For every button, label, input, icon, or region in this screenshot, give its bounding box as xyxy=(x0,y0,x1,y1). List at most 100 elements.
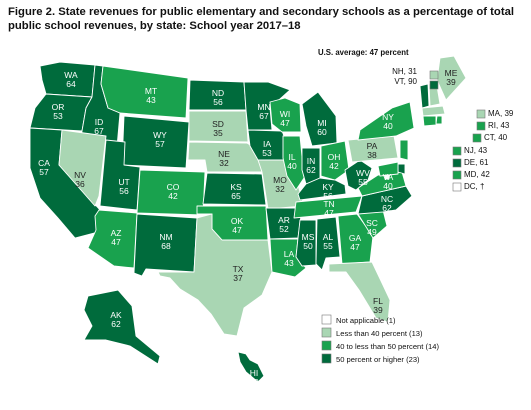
state-code-nv: NV xyxy=(74,170,86,180)
state-code-me: ME xyxy=(445,68,458,78)
legend-swatch-na xyxy=(321,314,332,325)
state-code-id: ID xyxy=(95,117,104,127)
state-value-ut: 56 xyxy=(119,186,129,196)
state-mt xyxy=(100,65,189,119)
state-value-nc: 62 xyxy=(382,203,392,213)
callout-swatch-ri xyxy=(476,121,486,131)
map-legend: Not applicable (1) Less than 40 percent (… xyxy=(321,314,439,364)
state-ut xyxy=(99,139,141,211)
state-code-ia: IA xyxy=(263,139,271,149)
figure-title: Figure 2. State revenues for public elem… xyxy=(8,6,515,32)
state-value-ok: 47 xyxy=(232,225,242,235)
state-de xyxy=(397,163,406,175)
state-code-ok: OK xyxy=(231,216,244,226)
callout-swatch-md xyxy=(452,170,462,180)
state-al xyxy=(315,216,341,271)
state-code-ks: KS xyxy=(230,182,242,192)
state-mn xyxy=(243,81,291,131)
state-value-ak: 62 xyxy=(111,319,121,329)
state-value-tx: 37 xyxy=(233,273,243,283)
callout-swatch-de xyxy=(452,158,462,168)
state-code-wa: WA xyxy=(64,70,78,80)
state-code-hi: HI xyxy=(250,368,259,378)
state-value-nd: 56 xyxy=(213,97,223,107)
state-value-ca: 57 xyxy=(39,167,49,177)
state-ms xyxy=(295,219,317,267)
state-ky xyxy=(297,177,347,201)
state-value-wi: 47 xyxy=(280,118,290,128)
state-value-co: 42 xyxy=(168,191,178,201)
state-code-or: OR xyxy=(52,102,65,112)
state-vt xyxy=(419,83,430,109)
callout-label-ri: RI, 43 xyxy=(488,121,510,130)
state-value-oh: 42 xyxy=(329,161,339,171)
state-value-la: 43 xyxy=(284,258,294,268)
state-value-mo: 32 xyxy=(275,184,285,194)
state-code-wi: WI xyxy=(280,109,290,119)
state-code-nc: NC xyxy=(381,194,393,204)
state-value-ny: 40 xyxy=(383,121,393,131)
state-code-oh: OH xyxy=(328,152,341,162)
state-code-wy: WY xyxy=(153,130,167,140)
state-sd xyxy=(188,110,249,143)
legend-swatch-low xyxy=(321,327,332,338)
state-value-nv: 36 xyxy=(75,179,85,189)
state-value-al: 55 xyxy=(323,241,333,251)
state-value-ms: 50 xyxy=(303,241,313,251)
state-value-tn: 47 xyxy=(324,208,334,218)
state-value-ky: 56 xyxy=(323,191,333,201)
state-tx xyxy=(157,213,273,337)
state-code-ne: NE xyxy=(218,149,230,159)
state-code-nm: NM xyxy=(159,232,172,242)
state-code-ca: CA xyxy=(38,158,50,168)
state-value-ia: 53 xyxy=(262,148,272,158)
state-value-hi: 90 xyxy=(249,377,259,387)
state-code-il: IL xyxy=(288,152,295,162)
state-code-la: LA xyxy=(284,249,295,259)
state-value-il: 40 xyxy=(287,161,297,171)
state-value-ga: 47 xyxy=(350,242,360,252)
state-wi xyxy=(269,97,302,133)
callout-label-nj: NJ, 43 xyxy=(464,146,488,155)
state-code-mo: MO xyxy=(273,175,287,185)
us-average-label: U.S. average: 47 percent xyxy=(318,48,409,57)
state-hi xyxy=(237,351,265,383)
state-ak xyxy=(83,289,161,365)
callout-swatch-nh xyxy=(429,70,439,80)
state-value-ks: 65 xyxy=(231,191,241,201)
callout-label-vt: VT, 90 xyxy=(394,77,417,86)
callout-label-md: MD, 42 xyxy=(464,170,490,179)
state-value-id: 67 xyxy=(94,126,104,136)
state-code-mn: MN xyxy=(257,102,270,112)
state-code-ga: GA xyxy=(349,233,362,243)
callout-label-nh: NH, 31 xyxy=(392,67,417,76)
state-value-va: 40 xyxy=(383,181,393,191)
state-code-sc: SC xyxy=(366,218,378,228)
state-value-fl: 39 xyxy=(373,305,383,315)
callout-label-dc: DC, † xyxy=(464,182,484,191)
state-co xyxy=(136,169,206,216)
state-ri xyxy=(435,115,443,125)
state-value-wv: 55 xyxy=(358,177,368,187)
state-value-ne: 32 xyxy=(219,158,229,168)
state-value-sd: 35 xyxy=(213,128,223,138)
state-code-nd: ND xyxy=(212,88,224,98)
legend-label-high: 50 percent or higher (23) xyxy=(336,355,420,364)
state-va xyxy=(357,171,407,197)
state-oh xyxy=(320,140,350,181)
callout-swatch-vt xyxy=(429,80,439,90)
state-value-pa: 38 xyxy=(367,150,377,160)
legend-label-low: Less than 40 percent (13) xyxy=(336,329,423,338)
state-code-ut: UT xyxy=(118,177,129,187)
labels-layer: WA64OR53CA57ID67NV36MT43WY57UT56AZ47CO42… xyxy=(38,68,458,387)
state-ks xyxy=(202,172,267,206)
state-code-ar: AR xyxy=(278,215,290,225)
state-code-pa: PA xyxy=(367,141,378,151)
state-value-ar: 52 xyxy=(279,224,289,234)
state-tn xyxy=(293,195,363,219)
state-code-ny: NY xyxy=(382,112,394,122)
state-nv xyxy=(58,129,107,207)
state-code-sd: SD xyxy=(212,119,224,129)
